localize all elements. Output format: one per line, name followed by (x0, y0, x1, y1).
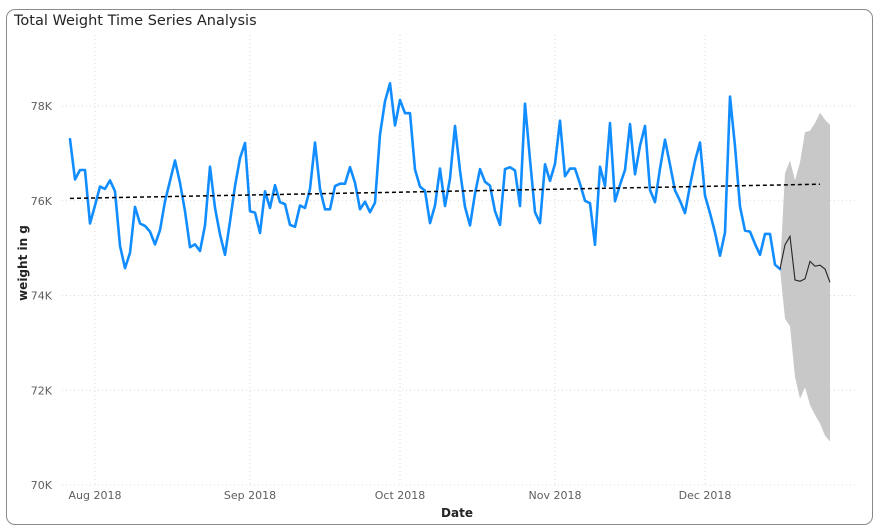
y-axis-title: weight in g (16, 225, 30, 301)
x-tick-label: Oct 2018 (375, 489, 426, 502)
tick-labels: 70K 72K 74K 76K 78K Aug 2018 Sep 2018 Oct 2018 N… (31, 100, 732, 502)
y-tick-label: 74K (31, 290, 53, 303)
trend-line (69, 183, 821, 200)
forecast-line (779, 234, 831, 283)
series-layer (68, 82, 831, 283)
x-tick-label: Nov 2018 (529, 489, 582, 502)
chart-title: Total Weight Time Series Analysis (14, 13, 257, 29)
weight-series-line (68, 82, 782, 271)
x-tick-label: Aug 2018 (69, 489, 122, 502)
y-tick-label: 76K (31, 195, 53, 208)
x-axis-title: Date (441, 506, 473, 520)
grid (62, 35, 855, 486)
chart-card (6, 9, 873, 525)
y-tick-label: 78K (31, 100, 53, 113)
y-tick-label: 72K (31, 384, 53, 397)
y-tick-label: 70K (31, 479, 53, 492)
x-tick-label: Dec 2018 (679, 489, 732, 502)
x-tick-label: Sep 2018 (224, 489, 276, 502)
